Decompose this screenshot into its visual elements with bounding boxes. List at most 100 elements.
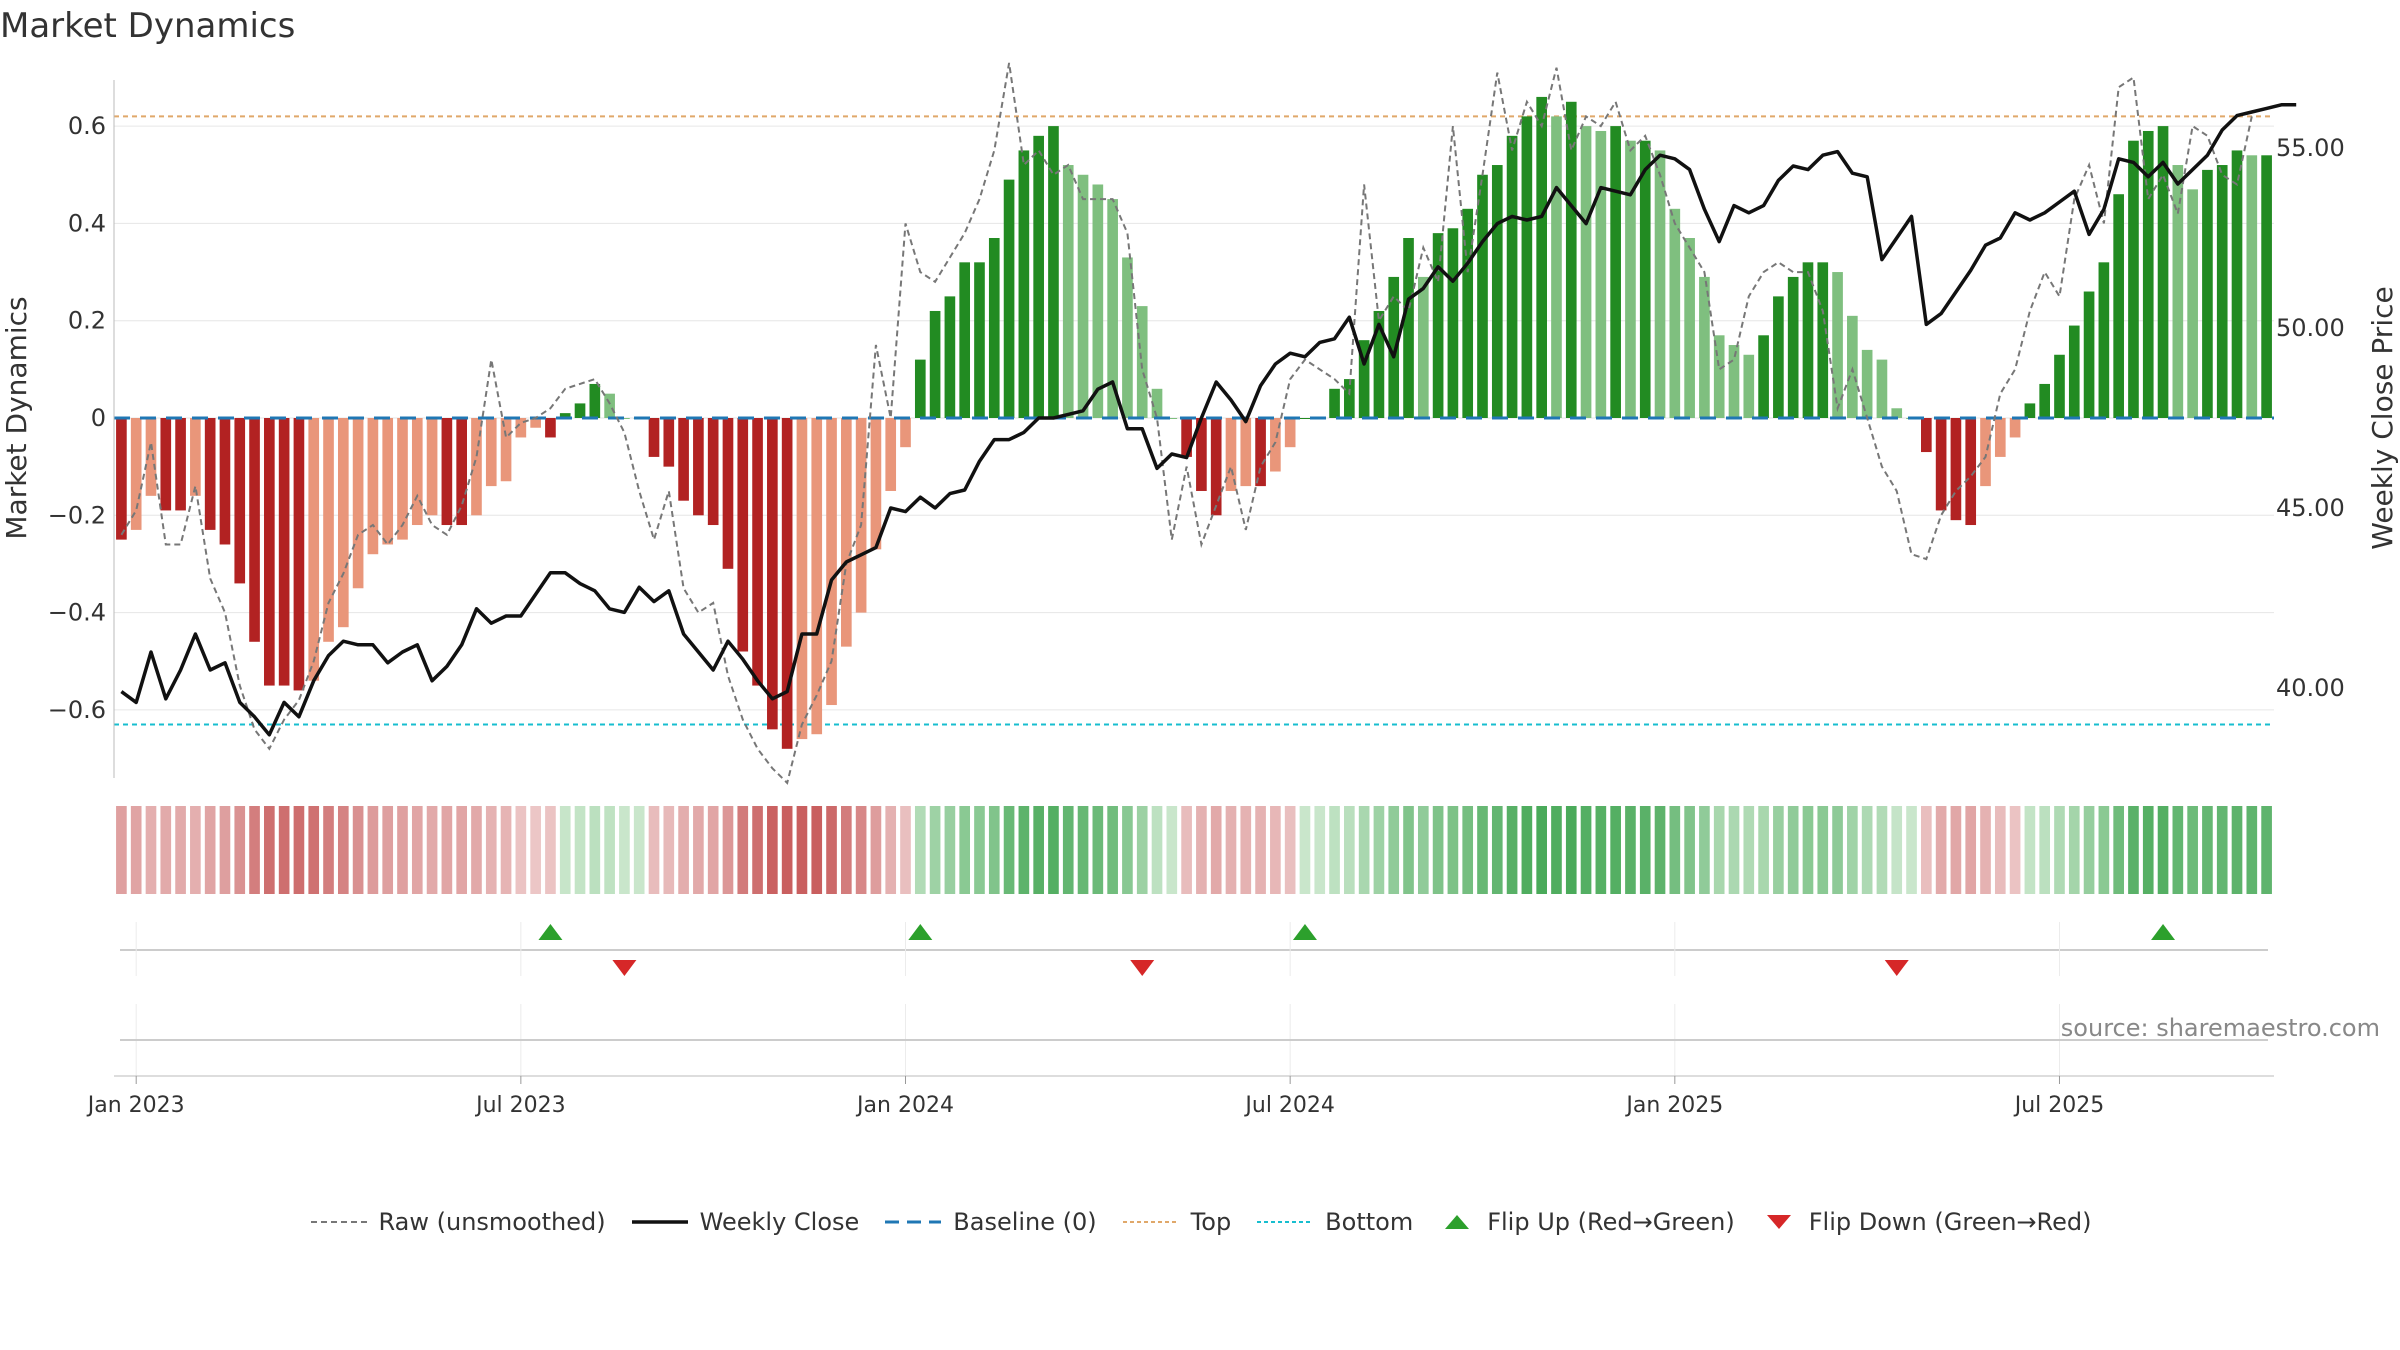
- dynamics-bar: [663, 418, 675, 467]
- regime-cell: [1284, 806, 1296, 894]
- legend-label-raw: Raw (unsmoothed): [378, 1208, 606, 1236]
- dynamics-bar: [471, 418, 482, 516]
- flip-down-marker: [1130, 960, 1155, 976]
- regime-cell: [1906, 806, 1917, 894]
- dynamics-bar: [1802, 262, 1814, 418]
- dynamics-bar: [1284, 418, 1296, 448]
- regime-cell: [1048, 806, 1059, 894]
- dashed-gray-line-icon: [310, 1221, 367, 1223]
- regime-cell: [2231, 806, 2243, 894]
- regime-cell: [1610, 806, 1621, 894]
- dynamics-bar: [2128, 140, 2139, 418]
- regime-cell: [1447, 806, 1459, 894]
- dynamics-bar: [367, 418, 379, 555]
- regime-cell: [1950, 806, 1962, 894]
- dynamics-bar: [1521, 116, 1533, 418]
- regime-cell: [1980, 806, 1991, 894]
- dynamics-bar: [1417, 276, 1429, 418]
- regime-cell: [397, 806, 408, 894]
- regime-cell: [1743, 806, 1755, 894]
- flip-up-marker: [1292, 924, 1317, 940]
- dynamics-bar: [397, 418, 408, 540]
- legend-item-bottom: Bottom: [1255, 1208, 1413, 1236]
- regime-cell: [352, 806, 364, 894]
- flip-up-marker: [2151, 924, 2176, 940]
- dynamics-bar: [116, 418, 127, 540]
- x-tick-label: Jan 2024: [855, 1093, 954, 1118]
- dynamics-bar: [352, 418, 364, 589]
- regime-cell: [382, 806, 394, 894]
- regime-cell: [811, 806, 823, 894]
- dynamics-bar: [1832, 272, 1843, 418]
- regime-cell: [1196, 806, 1207, 894]
- left-tick-label: −0.4: [48, 599, 106, 627]
- dynamics-bar: [1240, 418, 1252, 487]
- regime-cell: [1551, 806, 1562, 894]
- regime-cell: [1861, 806, 1873, 894]
- right-axis-label: Weekly Close Price: [2366, 286, 2399, 549]
- regime-cell: [1654, 806, 1666, 894]
- regime-cell: [1018, 806, 1030, 894]
- dynamics-bar: [1181, 418, 1192, 457]
- raw-series-line: [120, 62, 2253, 785]
- regime-cell: [1935, 806, 1947, 894]
- dynamics-bar: [988, 238, 1000, 418]
- regime-cell: [1491, 806, 1503, 894]
- regime-cell: [1151, 806, 1163, 894]
- regime-cell: [1358, 806, 1370, 894]
- regime-cell: [2216, 806, 2228, 894]
- regime-cell: [2142, 806, 2154, 894]
- regime-cell: [1728, 806, 1740, 894]
- regime-cell: [219, 806, 231, 894]
- dynamics-bar: [190, 418, 201, 496]
- dynamics-bar: [1728, 345, 1740, 418]
- dynamics-bar: [604, 393, 615, 418]
- dashed-blue-line-icon: [885, 1220, 942, 1224]
- regime-strip: [116, 806, 2272, 894]
- dynamics-bar: [1610, 126, 1621, 419]
- dynamics-bar: [456, 418, 467, 526]
- legend-label-flip-down: Flip Down (Green→Red): [1808, 1208, 2092, 1236]
- dynamics-bar: [1018, 150, 1030, 418]
- regime-cell: [1181, 806, 1192, 894]
- legend-label-baseline: Baseline (0): [953, 1208, 1097, 1236]
- dynamics-bar: [2142, 130, 2154, 419]
- dynamics-bar: [2098, 262, 2110, 418]
- dynamics-bar: [1817, 262, 1829, 418]
- regime-cell: [1787, 806, 1799, 894]
- dynamics-bar: [796, 418, 808, 740]
- regime-cell: [1847, 806, 1858, 894]
- regime-cell: [1136, 806, 1148, 894]
- dynamics-bar: [2202, 169, 2213, 418]
- regime-cell: [2083, 806, 2095, 894]
- regime-cell: [308, 806, 320, 894]
- regime-cell: [130, 806, 142, 894]
- dynamics-bar: [2231, 150, 2243, 418]
- x-tick-label: Jan 2023: [86, 1093, 185, 1118]
- dynamics-bar: [1196, 418, 1207, 491]
- regime-cell: [1965, 806, 1977, 894]
- dynamics-bar: [781, 418, 793, 749]
- dynamics-bar: [1506, 135, 1518, 419]
- dynamics-bar: [1447, 228, 1459, 418]
- regime-cell: [1758, 806, 1769, 894]
- dynamics-bar: [2009, 418, 2021, 438]
- dynamics-bar: [219, 418, 231, 545]
- dynamics-bar: [914, 359, 926, 418]
- left-tick-label: 0.6: [68, 112, 106, 140]
- x-tick-label: Jul 2024: [1243, 1093, 1335, 1118]
- regime-cell: [293, 806, 305, 894]
- regime-cell: [1802, 806, 1814, 894]
- dynamics-bar: [1255, 418, 1266, 487]
- legend-item-baseline: Baseline (0): [883, 1208, 1097, 1236]
- regime-cell: [278, 806, 290, 894]
- dynamics-bar: [2024, 403, 2036, 418]
- dynamics-bar: [1536, 96, 1547, 419]
- regime-cell: [1225, 806, 1237, 894]
- legend-label-bottom: Bottom: [1325, 1208, 1414, 1236]
- regime-cell: [633, 806, 645, 894]
- dynamics-bar: [441, 418, 453, 526]
- regime-cell: [190, 806, 201, 894]
- regime-cell: [1033, 806, 1044, 894]
